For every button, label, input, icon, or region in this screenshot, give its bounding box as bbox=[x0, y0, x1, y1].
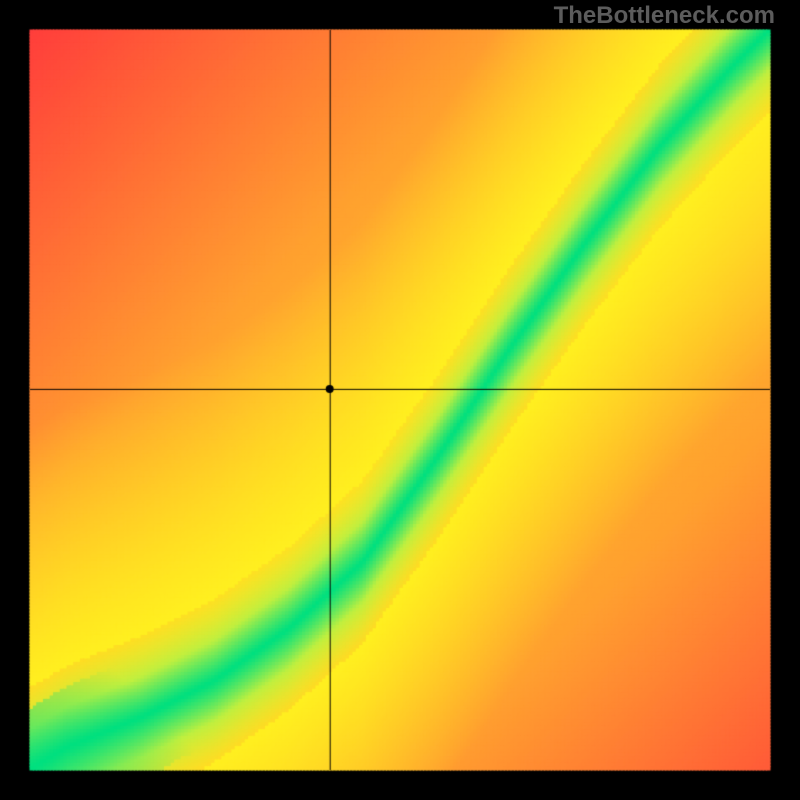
crosshair-overlay bbox=[0, 0, 800, 800]
chart-container: TheBottleneck.com bbox=[0, 0, 800, 800]
watermark-text: TheBottleneck.com bbox=[554, 2, 775, 30]
